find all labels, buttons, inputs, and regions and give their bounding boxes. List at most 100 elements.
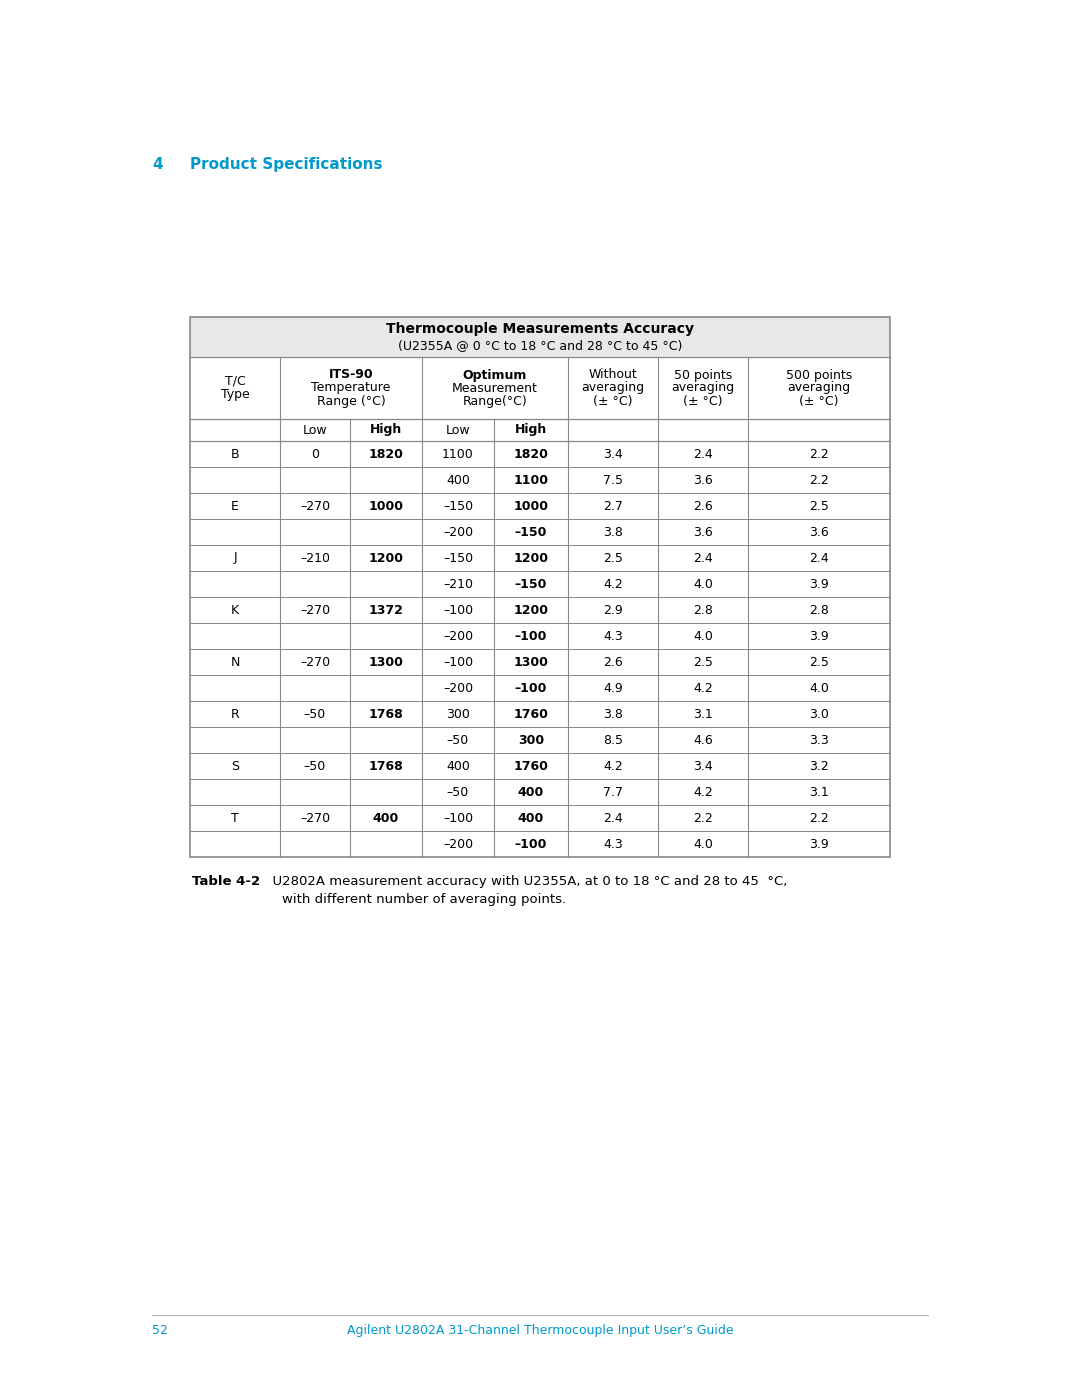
Bar xyxy=(190,317,890,358)
Text: 1000: 1000 xyxy=(513,500,549,513)
Text: –100: –100 xyxy=(515,682,548,694)
Text: 4.3: 4.3 xyxy=(603,630,623,643)
Text: (± °C): (± °C) xyxy=(593,394,633,408)
Text: T: T xyxy=(231,812,239,824)
Text: –270: –270 xyxy=(300,655,330,669)
Text: 1200: 1200 xyxy=(513,552,549,564)
Text: Agilent U2802A 31-Channel Thermocouple Input User’s Guide: Agilent U2802A 31-Channel Thermocouple I… xyxy=(347,1324,733,1337)
Text: 2.8: 2.8 xyxy=(693,604,713,616)
Text: 2.5: 2.5 xyxy=(809,655,829,669)
Text: 4.0: 4.0 xyxy=(693,630,713,643)
Text: 2.2: 2.2 xyxy=(809,812,828,824)
Text: 500 points: 500 points xyxy=(786,369,852,381)
Bar xyxy=(190,317,890,856)
Text: High: High xyxy=(515,423,548,436)
Text: averaging: averaging xyxy=(787,381,851,394)
Text: 7.5: 7.5 xyxy=(603,474,623,486)
Text: 3.0: 3.0 xyxy=(809,707,829,721)
Text: 2.2: 2.2 xyxy=(693,812,713,824)
Text: 4.9: 4.9 xyxy=(603,682,623,694)
Text: 1100: 1100 xyxy=(442,447,474,461)
Text: 2.4: 2.4 xyxy=(693,447,713,461)
Text: 8.5: 8.5 xyxy=(603,733,623,746)
Text: –100: –100 xyxy=(515,837,548,851)
Text: 3.1: 3.1 xyxy=(693,707,713,721)
Text: 2.6: 2.6 xyxy=(603,655,623,669)
Text: 2.2: 2.2 xyxy=(809,474,828,486)
Text: 0: 0 xyxy=(311,447,319,461)
Text: 1768: 1768 xyxy=(368,760,403,773)
Text: –150: –150 xyxy=(515,577,548,591)
Text: E: E xyxy=(231,500,239,513)
Text: 3.4: 3.4 xyxy=(693,760,713,773)
Text: 4.2: 4.2 xyxy=(693,785,713,799)
Text: 3.4: 3.4 xyxy=(603,447,623,461)
Text: Range(°C): Range(°C) xyxy=(462,394,527,408)
Text: –100: –100 xyxy=(443,604,473,616)
Text: 400: 400 xyxy=(373,812,400,824)
Text: Temperature: Temperature xyxy=(311,381,391,394)
Text: 4.2: 4.2 xyxy=(603,760,623,773)
Text: –100: –100 xyxy=(443,655,473,669)
Text: 2.4: 2.4 xyxy=(809,552,828,564)
Text: B: B xyxy=(231,447,240,461)
Text: –210: –210 xyxy=(300,552,330,564)
Text: –270: –270 xyxy=(300,500,330,513)
Text: 3.6: 3.6 xyxy=(693,525,713,538)
Text: with different number of averaging points.: with different number of averaging point… xyxy=(282,893,566,907)
Text: 3.8: 3.8 xyxy=(603,525,623,538)
Text: –270: –270 xyxy=(300,604,330,616)
Text: 3.9: 3.9 xyxy=(809,837,828,851)
Text: 2.5: 2.5 xyxy=(693,655,713,669)
Text: 52: 52 xyxy=(152,1324,167,1337)
Text: –50: –50 xyxy=(447,785,469,799)
Text: T/C: T/C xyxy=(225,374,245,388)
Text: –150: –150 xyxy=(443,552,473,564)
Text: –210: –210 xyxy=(443,577,473,591)
Text: 2.2: 2.2 xyxy=(809,447,828,461)
Text: S: S xyxy=(231,760,239,773)
Text: Optimum: Optimum xyxy=(463,369,527,381)
Text: –200: –200 xyxy=(443,837,473,851)
Text: 3.2: 3.2 xyxy=(809,760,828,773)
Text: 2.8: 2.8 xyxy=(809,604,829,616)
Text: 3.1: 3.1 xyxy=(809,785,828,799)
Text: 1820: 1820 xyxy=(368,447,404,461)
Text: 300: 300 xyxy=(446,707,470,721)
Text: 1372: 1372 xyxy=(368,604,404,616)
Text: 4.0: 4.0 xyxy=(693,577,713,591)
Text: 300: 300 xyxy=(518,733,544,746)
Text: –100: –100 xyxy=(443,812,473,824)
Text: –150: –150 xyxy=(443,500,473,513)
Text: 400: 400 xyxy=(446,760,470,773)
Text: (± °C): (± °C) xyxy=(684,394,723,408)
Text: 2.4: 2.4 xyxy=(693,552,713,564)
Text: Low: Low xyxy=(302,423,327,436)
Text: –270: –270 xyxy=(300,812,330,824)
Text: ITS-90: ITS-90 xyxy=(328,369,374,381)
Text: 4.2: 4.2 xyxy=(693,682,713,694)
Text: 1820: 1820 xyxy=(514,447,549,461)
Text: –200: –200 xyxy=(443,525,473,538)
Text: 1300: 1300 xyxy=(368,655,404,669)
Text: 1760: 1760 xyxy=(514,760,549,773)
Text: 1300: 1300 xyxy=(514,655,549,669)
Text: Thermocouple Measurements Accuracy: Thermocouple Measurements Accuracy xyxy=(386,321,694,337)
Text: 1000: 1000 xyxy=(368,500,404,513)
Text: 400: 400 xyxy=(518,812,544,824)
Text: K: K xyxy=(231,604,239,616)
Text: Measurement: Measurement xyxy=(453,381,538,394)
Text: 3.6: 3.6 xyxy=(693,474,713,486)
Text: 1760: 1760 xyxy=(514,707,549,721)
Text: R: R xyxy=(231,707,240,721)
Text: Without: Without xyxy=(589,369,637,381)
Text: (U2355A @ 0 °C to 18 °C and 28 °C to 45 °C): (U2355A @ 0 °C to 18 °C and 28 °C to 45 … xyxy=(397,339,683,352)
Text: –150: –150 xyxy=(515,525,548,538)
Text: N: N xyxy=(230,655,240,669)
Text: –50: –50 xyxy=(303,707,326,721)
Text: J: J xyxy=(233,552,237,564)
Text: –50: –50 xyxy=(447,733,469,746)
Text: –200: –200 xyxy=(443,630,473,643)
Text: 4.6: 4.6 xyxy=(693,733,713,746)
Text: (± °C): (± °C) xyxy=(799,394,839,408)
